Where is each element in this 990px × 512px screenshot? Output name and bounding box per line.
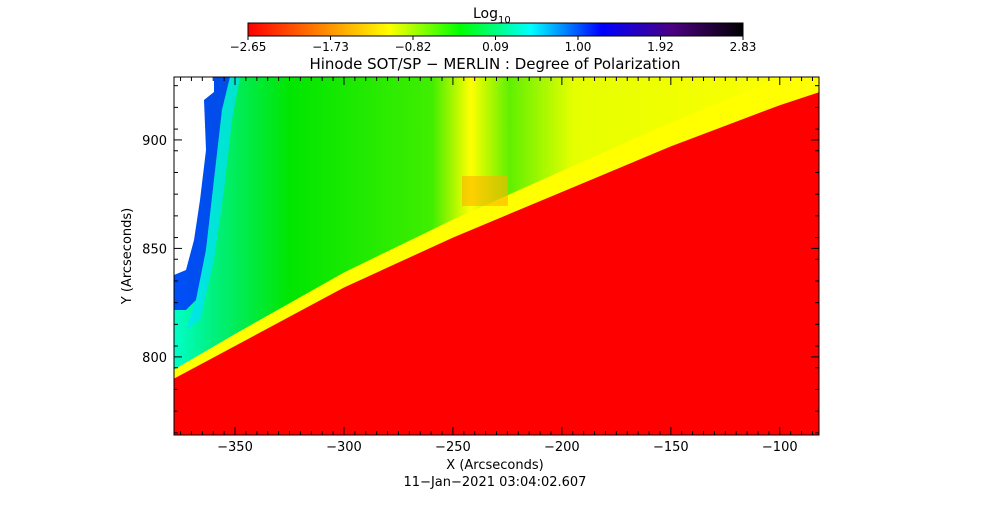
missing-data-region <box>174 77 214 275</box>
colorbar-tick-label: 1.92 <box>647 40 674 54</box>
solar-disk <box>174 92 819 435</box>
orange-patch <box>462 176 508 206</box>
y-tick-label: 850 <box>142 242 167 257</box>
y-axis: 800 850 900 <box>142 85 819 434</box>
timestamp: 11−Jan−2021 03:04:02.607 <box>404 475 587 490</box>
y-tick-label: 800 <box>142 351 167 366</box>
x-tick-label: −150 <box>653 440 689 455</box>
colorbar-tick-label: −2.65 <box>230 40 267 54</box>
colorbar-ticks: −2.65 −1.73 −0.82 0.09 1.00 1.92 2.83 <box>230 36 757 54</box>
x-tick-label: −250 <box>435 440 471 455</box>
x-axis: −350 −300 −250 −200 −150 −100 <box>180 77 813 455</box>
colorbar-tick-label: 1.00 <box>565 40 592 54</box>
colorbar-tick-label: −0.82 <box>395 40 432 54</box>
colorbar-tick-label: −1.73 <box>312 40 349 54</box>
colorbar <box>247 22 744 37</box>
x-tick-label: −350 <box>217 440 253 455</box>
cyan-edge-region <box>186 77 240 330</box>
y-axis-label: Y (Arcseconds) <box>120 208 135 305</box>
x-tick-label: −300 <box>326 440 362 455</box>
heatmap-image <box>174 77 819 435</box>
y-tick-label: 900 <box>142 134 167 149</box>
colorbar-tick-label: 2.83 <box>730 40 757 54</box>
x-tick-label: −100 <box>762 440 798 455</box>
x-tick-label: −200 <box>544 440 580 455</box>
x-axis-label: X (Arcseconds) <box>446 458 543 473</box>
chart-title: Hinode SOT/SP − MERLIN : Degree of Polar… <box>309 55 680 73</box>
colorbar-tick-label: 0.09 <box>482 40 509 54</box>
colorbar-label: Log10 <box>473 6 511 26</box>
